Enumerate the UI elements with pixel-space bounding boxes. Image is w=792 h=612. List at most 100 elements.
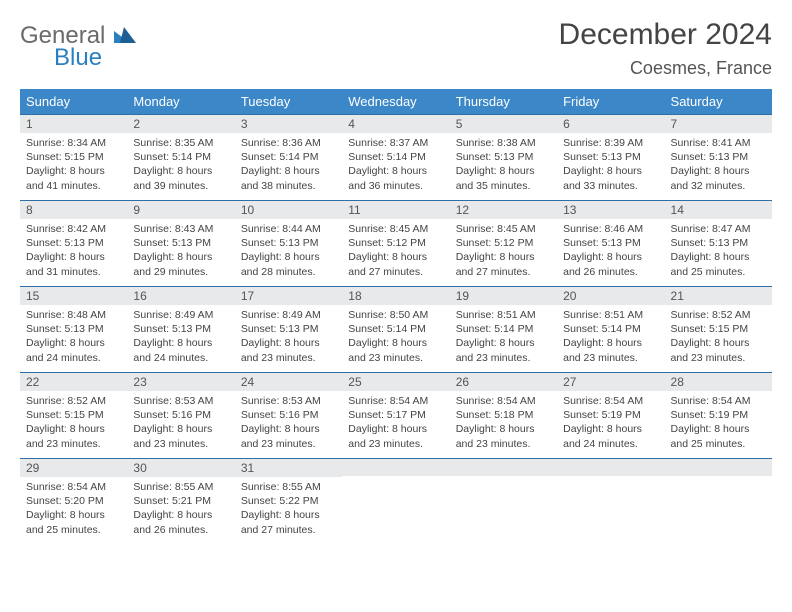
day-body: Sunrise: 8:50 AMSunset: 5:14 PMDaylight:… (342, 305, 449, 369)
sunrise-line: Sunrise: 8:52 AM (26, 394, 121, 408)
daylight-line: Daylight: 8 hours and 23 minutes. (26, 422, 121, 450)
daylight-line: Daylight: 8 hours and 35 minutes. (456, 164, 551, 192)
day-number: 11 (342, 201, 449, 219)
day-body: Sunrise: 8:53 AMSunset: 5:16 PMDaylight:… (127, 391, 234, 455)
day-number: 5 (450, 115, 557, 133)
day-number: 31 (235, 459, 342, 477)
daylight-line: Daylight: 8 hours and 23 minutes. (348, 336, 443, 364)
logo: General Blue (20, 18, 136, 70)
day-number-empty (557, 459, 664, 476)
column-header: Tuesday (235, 89, 342, 115)
daylight-line: Daylight: 8 hours and 27 minutes. (241, 508, 336, 536)
sunset-line: Sunset: 5:22 PM (241, 494, 336, 508)
calendar-day-cell: 13Sunrise: 8:46 AMSunset: 5:13 PMDayligh… (557, 201, 664, 287)
daylight-line: Daylight: 8 hours and 32 minutes. (671, 164, 766, 192)
sunset-line: Sunset: 5:13 PM (671, 150, 766, 164)
day-number: 10 (235, 201, 342, 219)
day-number: 24 (235, 373, 342, 391)
day-body-empty (450, 476, 557, 526)
day-body: Sunrise: 8:43 AMSunset: 5:13 PMDaylight:… (127, 219, 234, 283)
sunrise-line: Sunrise: 8:46 AM (563, 222, 658, 236)
day-number: 9 (127, 201, 234, 219)
day-number: 25 (342, 373, 449, 391)
sunset-line: Sunset: 5:14 PM (241, 150, 336, 164)
logo-line2: Blue (54, 46, 136, 70)
day-number: 12 (450, 201, 557, 219)
day-body-empty (557, 476, 664, 526)
daylight-line: Daylight: 8 hours and 31 minutes. (26, 250, 121, 278)
sunset-line: Sunset: 5:17 PM (348, 408, 443, 422)
header: General Blue December 2024 Coesmes, Fran… (20, 18, 772, 79)
daylight-line: Daylight: 8 hours and 27 minutes. (456, 250, 551, 278)
sunset-line: Sunset: 5:13 PM (26, 322, 121, 336)
day-body: Sunrise: 8:45 AMSunset: 5:12 PMDaylight:… (342, 219, 449, 283)
day-number: 8 (20, 201, 127, 219)
day-body: Sunrise: 8:51 AMSunset: 5:14 PMDaylight:… (557, 305, 664, 369)
daylight-line: Daylight: 8 hours and 23 minutes. (241, 336, 336, 364)
day-number: 6 (557, 115, 664, 133)
calendar-week-row: 15Sunrise: 8:48 AMSunset: 5:13 PMDayligh… (20, 287, 772, 373)
calendar-day-cell (665, 459, 772, 545)
day-body: Sunrise: 8:38 AMSunset: 5:13 PMDaylight:… (450, 133, 557, 197)
sunrise-line: Sunrise: 8:55 AM (241, 480, 336, 494)
day-body: Sunrise: 8:47 AMSunset: 5:13 PMDaylight:… (665, 219, 772, 283)
calendar-day-cell: 16Sunrise: 8:49 AMSunset: 5:13 PMDayligh… (127, 287, 234, 373)
sunrise-line: Sunrise: 8:49 AM (133, 308, 228, 322)
sunset-line: Sunset: 5:15 PM (26, 150, 121, 164)
day-body: Sunrise: 8:44 AMSunset: 5:13 PMDaylight:… (235, 219, 342, 283)
day-body: Sunrise: 8:45 AMSunset: 5:12 PMDaylight:… (450, 219, 557, 283)
day-number: 18 (342, 287, 449, 305)
calendar-week-row: 1Sunrise: 8:34 AMSunset: 5:15 PMDaylight… (20, 115, 772, 201)
day-number: 7 (665, 115, 772, 133)
calendar-day-cell: 12Sunrise: 8:45 AMSunset: 5:12 PMDayligh… (450, 201, 557, 287)
column-header: Thursday (450, 89, 557, 115)
sunset-line: Sunset: 5:13 PM (563, 236, 658, 250)
sunset-line: Sunset: 5:12 PM (456, 236, 551, 250)
daylight-line: Daylight: 8 hours and 23 minutes. (563, 336, 658, 364)
column-header: Monday (127, 89, 234, 115)
calendar-day-cell (450, 459, 557, 545)
day-body: Sunrise: 8:54 AMSunset: 5:19 PMDaylight:… (665, 391, 772, 455)
daylight-line: Daylight: 8 hours and 38 minutes. (241, 164, 336, 192)
sunrise-line: Sunrise: 8:49 AM (241, 308, 336, 322)
day-number: 4 (342, 115, 449, 133)
location-label: Coesmes, France (559, 58, 772, 79)
sunrise-line: Sunrise: 8:45 AM (456, 222, 551, 236)
daylight-line: Daylight: 8 hours and 25 minutes. (671, 250, 766, 278)
calendar-day-cell: 29Sunrise: 8:54 AMSunset: 5:20 PMDayligh… (20, 459, 127, 545)
day-body: Sunrise: 8:53 AMSunset: 5:16 PMDaylight:… (235, 391, 342, 455)
day-number: 14 (665, 201, 772, 219)
calendar-day-cell: 5Sunrise: 8:38 AMSunset: 5:13 PMDaylight… (450, 115, 557, 201)
daylight-line: Daylight: 8 hours and 26 minutes. (133, 508, 228, 536)
calendar-day-cell: 2Sunrise: 8:35 AMSunset: 5:14 PMDaylight… (127, 115, 234, 201)
day-body: Sunrise: 8:49 AMSunset: 5:13 PMDaylight:… (235, 305, 342, 369)
logo-icon (114, 22, 136, 49)
day-number: 28 (665, 373, 772, 391)
daylight-line: Daylight: 8 hours and 23 minutes. (671, 336, 766, 364)
daylight-line: Daylight: 8 hours and 29 minutes. (133, 250, 228, 278)
sunset-line: Sunset: 5:15 PM (671, 322, 766, 336)
calendar-day-cell: 18Sunrise: 8:50 AMSunset: 5:14 PMDayligh… (342, 287, 449, 373)
daylight-line: Daylight: 8 hours and 23 minutes. (456, 422, 551, 450)
calendar-day-cell: 3Sunrise: 8:36 AMSunset: 5:14 PMDaylight… (235, 115, 342, 201)
day-body: Sunrise: 8:39 AMSunset: 5:13 PMDaylight:… (557, 133, 664, 197)
calendar-day-cell: 23Sunrise: 8:53 AMSunset: 5:16 PMDayligh… (127, 373, 234, 459)
sunset-line: Sunset: 5:12 PM (348, 236, 443, 250)
calendar-week-row: 22Sunrise: 8:52 AMSunset: 5:15 PMDayligh… (20, 373, 772, 459)
day-body: Sunrise: 8:54 AMSunset: 5:20 PMDaylight:… (20, 477, 127, 541)
sunset-line: Sunset: 5:13 PM (133, 322, 228, 336)
daylight-line: Daylight: 8 hours and 23 minutes. (241, 422, 336, 450)
logo-text: General Blue (20, 24, 136, 70)
title-block: December 2024 Coesmes, France (559, 18, 772, 79)
day-number: 27 (557, 373, 664, 391)
sunset-line: Sunset: 5:15 PM (26, 408, 121, 422)
calendar-day-cell: 11Sunrise: 8:45 AMSunset: 5:12 PMDayligh… (342, 201, 449, 287)
day-body: Sunrise: 8:35 AMSunset: 5:14 PMDaylight:… (127, 133, 234, 197)
day-number-empty (665, 459, 772, 476)
sunrise-line: Sunrise: 8:54 AM (26, 480, 121, 494)
calendar-day-cell: 21Sunrise: 8:52 AMSunset: 5:15 PMDayligh… (665, 287, 772, 373)
sunrise-line: Sunrise: 8:54 AM (456, 394, 551, 408)
day-number: 15 (20, 287, 127, 305)
day-body: Sunrise: 8:54 AMSunset: 5:18 PMDaylight:… (450, 391, 557, 455)
sunrise-line: Sunrise: 8:51 AM (563, 308, 658, 322)
